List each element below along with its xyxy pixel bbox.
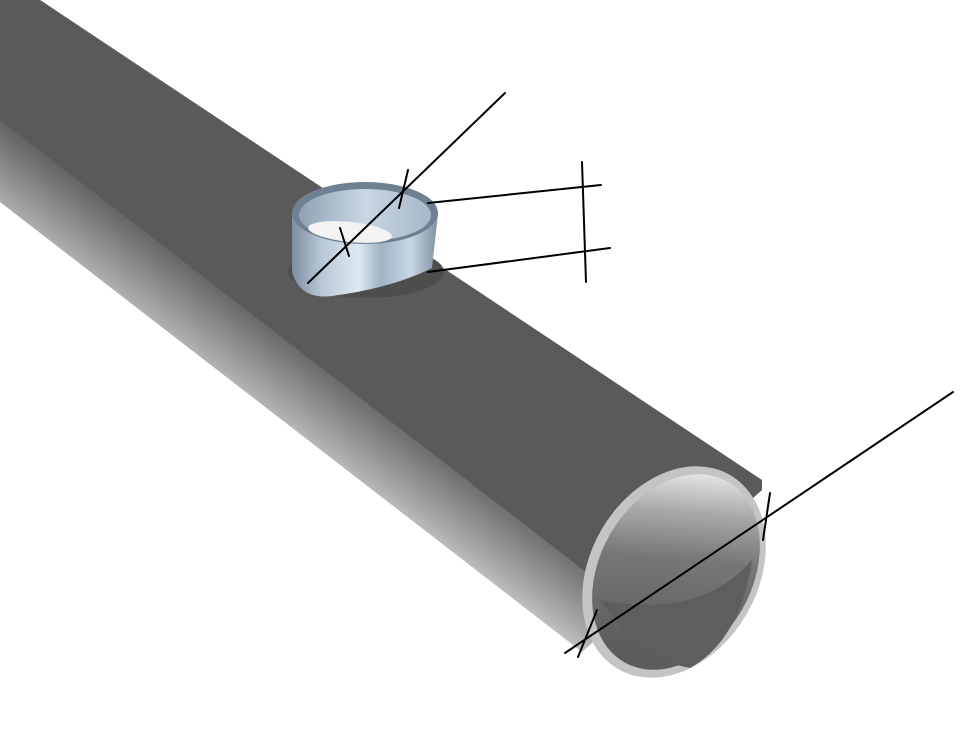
main-pipe xyxy=(0,0,766,678)
fitting-height-extension-bottom xyxy=(427,247,611,273)
pipe-diameter-tick-low xyxy=(577,609,598,658)
fitting-diameter-dimension xyxy=(307,92,506,284)
pipe-saddle-fitting xyxy=(288,182,444,298)
pipe-inner-floor xyxy=(600,560,752,668)
fitting-diameter-line xyxy=(307,92,506,284)
pipe-diameter-tick-high xyxy=(762,492,771,541)
fitting-height-extension-top xyxy=(427,184,602,204)
fitting-height-dimension-line xyxy=(581,161,587,283)
fitting-diameter-tick-low xyxy=(339,227,350,257)
fitting-diameter-tick-high xyxy=(398,169,409,209)
fitting-bore-hole xyxy=(308,221,392,243)
pipe-diameter-dimension xyxy=(564,391,954,658)
fitting-height-dimension xyxy=(427,161,611,283)
pipe-diameter-line xyxy=(564,391,954,654)
